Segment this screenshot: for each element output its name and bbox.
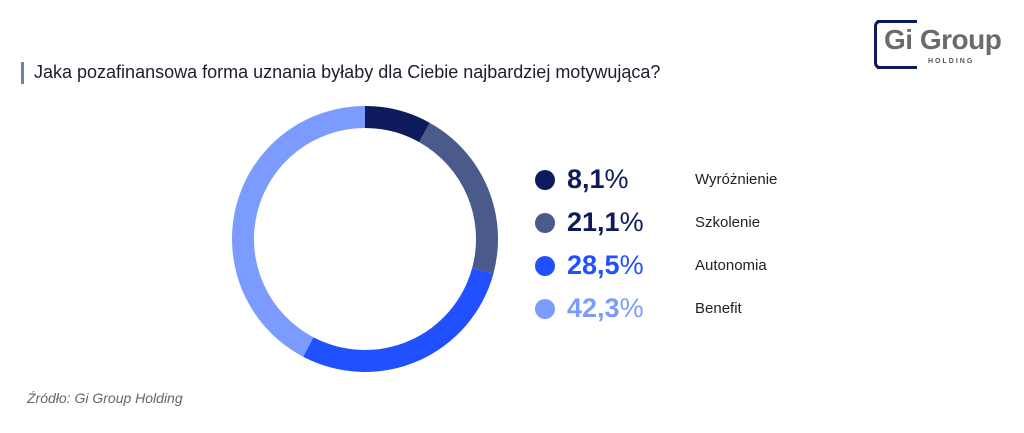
legend-item: 21,1% Szkolenie: [535, 201, 777, 244]
source-note: Źródło: Gi Group Holding: [27, 390, 183, 406]
legend-item: 42,3% Benefit: [535, 287, 777, 330]
donut-slice-benefit: [231, 106, 365, 357]
legend-label: Autonomia: [695, 257, 767, 274]
legend-dot: [535, 169, 555, 190]
legend-dot: [535, 298, 555, 319]
legend-dot: [535, 255, 555, 276]
legend-value: 42,3%: [567, 293, 644, 323]
legend-item: 8,1% Wyróżnienie: [535, 158, 777, 201]
legend-dot: [535, 212, 555, 233]
chart-title: Jaka pozafinansowa forma uznania byłaby …: [34, 62, 661, 82]
gi-group-logo: Gi Group HOLDING: [872, 20, 1002, 69]
logo-text: Gi Group: [884, 24, 1002, 55]
legend-label: Szkolenie: [695, 214, 761, 231]
donut-slice-wyróżnienie: [365, 106, 430, 143]
legend-label: Wyróżnienie: [695, 171, 778, 188]
legend-item: 28,5% Autonomia: [535, 244, 777, 287]
legend-value: 8,1%: [567, 164, 629, 194]
legend-value: 21,1%: [567, 207, 644, 237]
logo-subtext: HOLDING: [928, 58, 975, 65]
legend-label: Benefit: [695, 300, 742, 317]
legend-value: 28,5%: [567, 250, 644, 280]
legend: 8,1% Wyróżnienie 21,1% Szkolenie 28,5% A…: [535, 158, 777, 330]
logo-frame: [874, 20, 917, 69]
title-accent-bar: [21, 62, 24, 84]
donut-slice-szkolenie: [419, 122, 499, 274]
donut-slice-autonomia: [303, 267, 494, 372]
